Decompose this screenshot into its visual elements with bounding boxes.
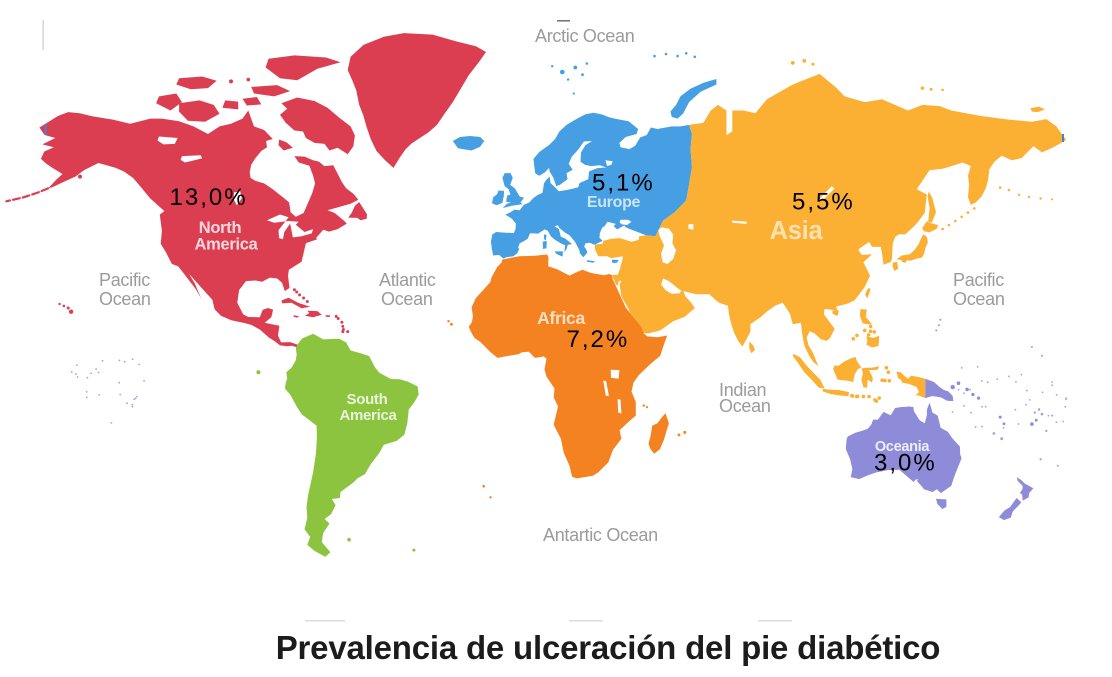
svg-text:Oceania: Oceania (875, 439, 931, 455)
svg-text:Arctic Ocean: Arctic Ocean (535, 26, 634, 46)
svg-text:Pacific: Pacific (953, 270, 1004, 290)
svg-text:Ocean: Ocean (719, 396, 771, 416)
svg-text:Ocean: Ocean (953, 289, 1005, 309)
svg-text:Asia: Asia (770, 217, 824, 245)
svg-text:Africa: Africa (537, 308, 585, 328)
svg-text:3,0%: 3,0% (874, 450, 937, 477)
svg-text:Pacific: Pacific (99, 270, 150, 290)
svg-text:America: America (339, 407, 397, 424)
svg-text:Europe: Europe (587, 194, 641, 211)
svg-text:5,5%: 5,5% (792, 189, 855, 216)
svg-text:5,1%: 5,1% (592, 170, 655, 197)
svg-text:Atlantic: Atlantic (379, 270, 436, 290)
svg-text:Ocean: Ocean (99, 289, 151, 309)
svg-text:South: South (347, 391, 388, 408)
svg-text:Antartic Ocean: Antartic Ocean (543, 525, 658, 545)
svg-text:13,0%: 13,0% (170, 184, 248, 211)
svg-text:7,2%: 7,2% (567, 326, 630, 353)
svg-text:Indian: Indian (719, 380, 766, 400)
svg-text:North: North (199, 219, 242, 237)
svg-text:Ocean: Ocean (381, 289, 433, 309)
svg-text:America: America (194, 236, 258, 254)
